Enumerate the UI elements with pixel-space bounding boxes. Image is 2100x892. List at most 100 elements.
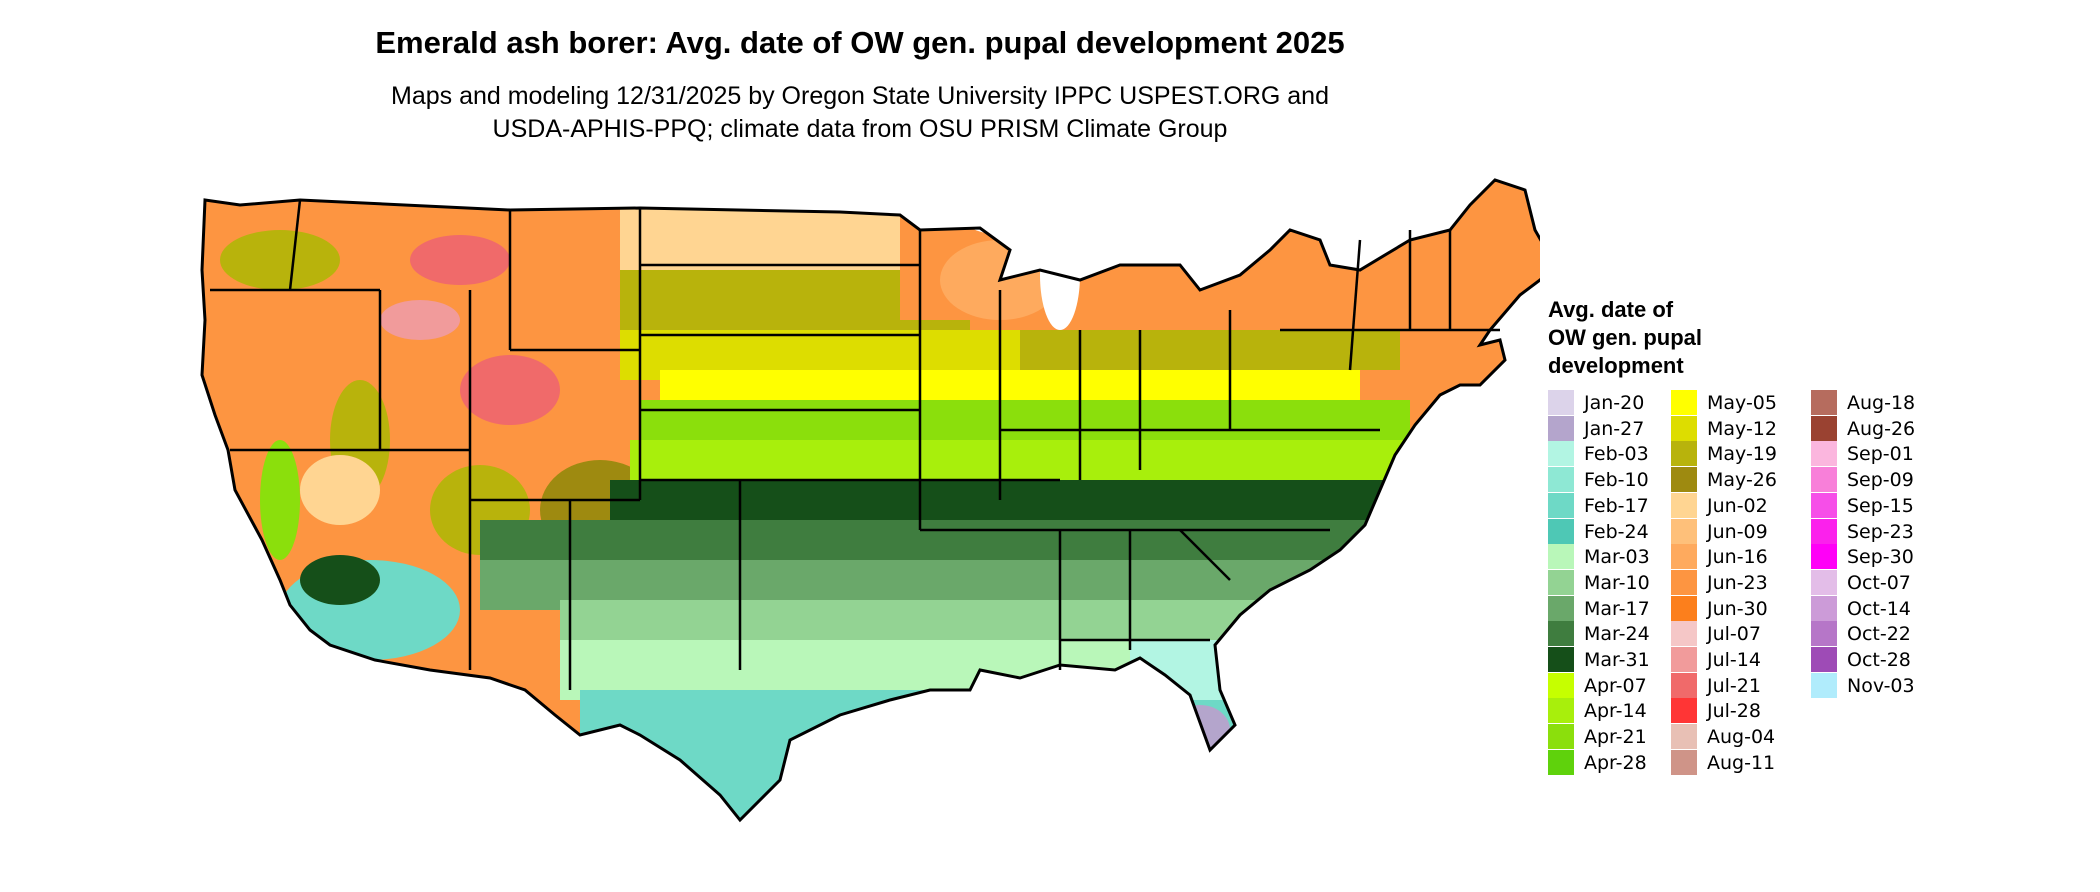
- legend-item: May-12: [1671, 415, 1801, 442]
- legend-swatch: [1671, 621, 1697, 647]
- legend-label: May-19: [1707, 443, 1777, 466]
- legend-swatch: [1811, 569, 1837, 595]
- legend-swatch: [1671, 724, 1697, 750]
- legend-label: Feb-24: [1584, 520, 1649, 543]
- legend-item: Sep-09: [1811, 467, 1941, 493]
- legend-label: Mar-03: [1584, 546, 1650, 569]
- legend-item: Jul-28: [1671, 698, 1801, 724]
- legend-label: Jun-09: [1707, 520, 1768, 543]
- legend-label: Feb-03: [1584, 443, 1649, 466]
- legend-label: Aug-11: [1707, 751, 1776, 774]
- legend-item: Aug-18: [1811, 390, 1941, 416]
- legend-item: Feb-10: [1548, 467, 1678, 493]
- state-borders: [210, 199, 1500, 690]
- legend-label: Jul-21: [1707, 674, 1761, 697]
- legend-swatch: [1671, 415, 1697, 441]
- legend-label: Aug-26: [1847, 417, 1916, 440]
- lake-superior: [970, 213, 1090, 237]
- legend-label: Mar-24: [1584, 623, 1650, 646]
- legend-item: Aug-26: [1811, 415, 1941, 442]
- legend-item: May-05: [1671, 390, 1801, 416]
- legend-swatch: [1671, 518, 1697, 544]
- us-map: [180, 170, 1540, 890]
- legend-item: Sep-23: [1811, 518, 1941, 545]
- legend-item: Mar-17: [1548, 595, 1678, 622]
- map-fill: [202, 180, 1540, 820]
- legend-swatch: [1811, 492, 1837, 518]
- legend-swatch: [1548, 595, 1574, 621]
- legend-item: Jun-02: [1671, 492, 1801, 519]
- legend-item: Apr-28: [1548, 749, 1678, 776]
- legend-swatch: [1548, 544, 1574, 570]
- legend-item: Sep-01: [1811, 441, 1941, 467]
- us-map-svg: [200, 178, 1540, 822]
- legend-label: Mar-10: [1584, 571, 1650, 594]
- legend-item: Oct-22: [1811, 621, 1941, 647]
- legend-item: Oct-28: [1811, 647, 1941, 673]
- legend-label: Jun-23: [1707, 571, 1768, 594]
- legend-swatch: [1811, 441, 1837, 467]
- legend-label: Aug-18: [1847, 392, 1916, 414]
- legend-label: May-05: [1707, 392, 1777, 414]
- legend-swatch: [1811, 467, 1837, 493]
- legend-item: Aug-04: [1671, 724, 1801, 750]
- legend-label: Jun-02: [1707, 494, 1768, 517]
- legend-label: Jul-07: [1707, 623, 1761, 646]
- legend-item: May-26: [1671, 467, 1801, 493]
- legend-swatch: [1671, 647, 1697, 672]
- legend-swatch: [1548, 724, 1574, 750]
- legend-swatch: [1548, 415, 1574, 441]
- legend-title: Avg. date of OW gen. pupal development: [1548, 297, 1702, 378]
- legend-label: Apr-14: [1584, 700, 1647, 723]
- legend-item: Oct-14: [1811, 595, 1941, 622]
- legend-item: Mar-10: [1548, 569, 1678, 596]
- legend-swatch: [1811, 415, 1837, 441]
- legend-label: Jan-20: [1584, 392, 1645, 414]
- legend-item: Apr-21: [1548, 724, 1678, 750]
- map-legend: Avg. date of OW gen. pupal development J…: [1548, 296, 2068, 796]
- legend-swatch: [1671, 492, 1697, 518]
- legend-item: Feb-24: [1548, 518, 1678, 545]
- legend-item: Sep-30: [1811, 544, 1941, 570]
- legend-item: Mar-24: [1548, 621, 1678, 647]
- legend-swatch: [1548, 390, 1574, 415]
- legend-swatch: [1548, 492, 1574, 518]
- legend-swatch: [1811, 518, 1837, 544]
- legend-label: Oct-14: [1847, 597, 1911, 620]
- legend-swatch: [1548, 621, 1574, 647]
- legend-item: Jul-07: [1671, 621, 1801, 647]
- legend-item: Sep-15: [1811, 492, 1941, 519]
- legend-label: Apr-28: [1584, 751, 1647, 774]
- legend-swatch: [1548, 518, 1574, 544]
- legend-item: Jun-16: [1671, 544, 1801, 570]
- legend-item: Jul-21: [1671, 672, 1801, 699]
- legend-item: Jul-14: [1671, 647, 1801, 673]
- map-subtitle: Maps and modeling 12/31/2025 by Oregon S…: [200, 80, 1520, 146]
- legend-label: Jun-30: [1707, 597, 1768, 620]
- legend-item: Jun-30: [1671, 595, 1801, 622]
- legend-label: Oct-28: [1847, 649, 1911, 671]
- legend-item: Nov-03: [1811, 672, 1941, 699]
- legend-item: Mar-31: [1548, 647, 1678, 673]
- legend-swatch: [1671, 569, 1697, 595]
- legend-swatch: [1811, 390, 1837, 415]
- legend-swatch: [1671, 390, 1697, 415]
- legend-swatch: [1811, 672, 1837, 698]
- legend-item: Jan-27: [1548, 415, 1678, 442]
- legend-label: Apr-21: [1584, 726, 1647, 749]
- legend-item: Feb-17: [1548, 492, 1678, 519]
- legend-swatch: [1671, 441, 1697, 467]
- legend-swatch: [1548, 672, 1574, 698]
- legend-label: May-12: [1707, 417, 1777, 440]
- legend-label: Jul-14: [1707, 649, 1761, 671]
- legend-swatch: [1811, 621, 1837, 647]
- legend-swatch: [1671, 467, 1697, 493]
- legend-label: Sep-15: [1847, 494, 1914, 517]
- legend-item: Mar-03: [1548, 544, 1678, 570]
- legend-item: Aug-11: [1671, 749, 1801, 776]
- legend-label: Mar-31: [1584, 649, 1650, 671]
- legend-item: Apr-07: [1548, 672, 1678, 699]
- legend-label: Jun-16: [1707, 546, 1768, 569]
- legend-label: Sep-23: [1847, 520, 1914, 543]
- legend-item: May-19: [1671, 441, 1801, 467]
